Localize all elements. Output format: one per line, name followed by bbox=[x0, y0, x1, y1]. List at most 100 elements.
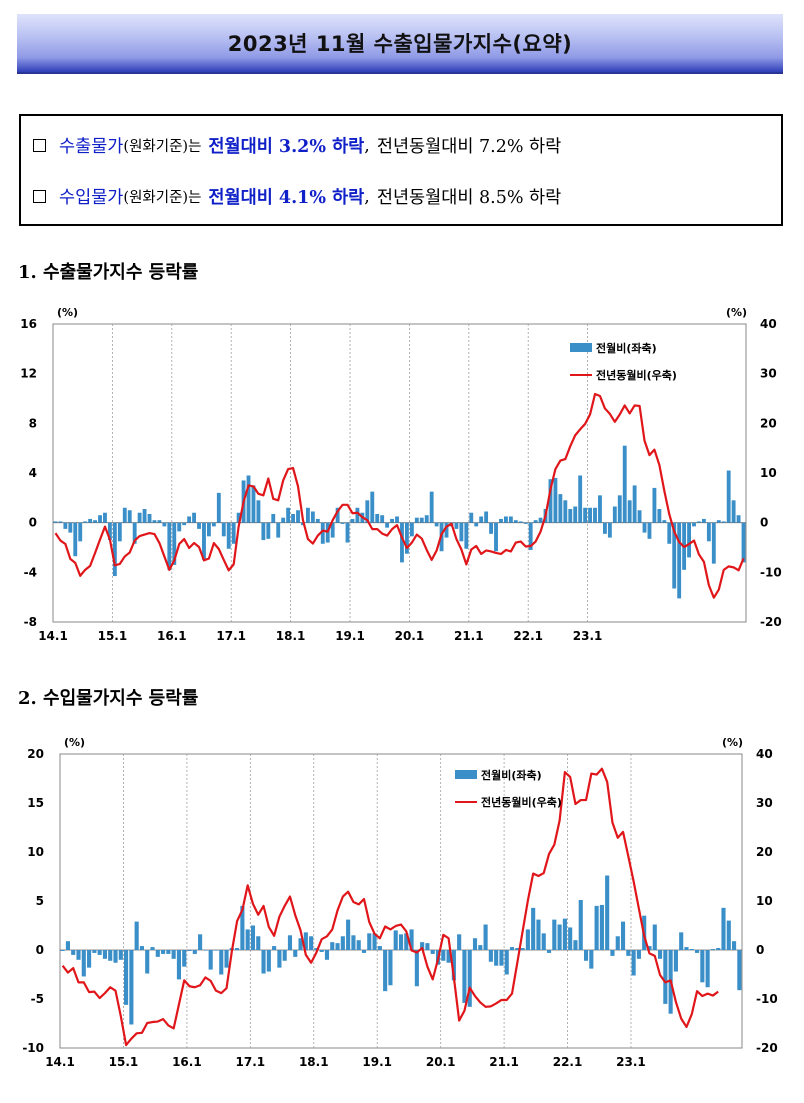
left-axis-tick: -5 bbox=[31, 992, 44, 1006]
right-axis-tick: -10 bbox=[760, 565, 782, 579]
mom-bar bbox=[612, 506, 617, 523]
mom-bar bbox=[203, 950, 208, 951]
mom-bar bbox=[692, 522, 696, 527]
mom-bar bbox=[589, 950, 594, 969]
left-axis-tick: 0 bbox=[36, 943, 44, 957]
mom-bar bbox=[315, 518, 320, 523]
mom-bar bbox=[409, 522, 414, 537]
mom-bar bbox=[152, 520, 157, 523]
mom-bar bbox=[58, 521, 63, 523]
mom-bar bbox=[697, 521, 701, 523]
mom-bar bbox=[557, 924, 562, 950]
mom-bar bbox=[271, 513, 276, 523]
mom-bar bbox=[177, 522, 182, 532]
mom-bar bbox=[583, 507, 588, 523]
mom-bar bbox=[127, 510, 132, 523]
mom-bar bbox=[562, 918, 567, 950]
mom-bar bbox=[310, 511, 315, 523]
mom-bar bbox=[117, 522, 122, 542]
mom-bar bbox=[150, 947, 155, 950]
mom-bar bbox=[484, 511, 489, 523]
mom-bar bbox=[598, 495, 602, 523]
mom-bar bbox=[531, 907, 536, 950]
mom-bar bbox=[430, 950, 435, 954]
mom-bar bbox=[631, 950, 636, 976]
mom-bar bbox=[419, 517, 424, 523]
mom-bar bbox=[390, 518, 394, 523]
legend-bar-swatch bbox=[455, 770, 477, 779]
mom-bar bbox=[118, 950, 123, 960]
mom-bar bbox=[627, 500, 632, 523]
right-axis-tick: 0 bbox=[756, 943, 764, 957]
mom-bar bbox=[446, 950, 451, 963]
x-tick-label: 16.1 bbox=[157, 629, 187, 643]
mom-bar bbox=[622, 445, 627, 523]
mom-bar bbox=[112, 522, 117, 577]
mom-bar bbox=[356, 940, 361, 950]
mom-bar bbox=[83, 521, 88, 523]
mom-bar bbox=[305, 507, 310, 523]
mom-bar bbox=[219, 950, 224, 975]
mom-bar bbox=[700, 950, 705, 983]
mom-bar bbox=[552, 919, 557, 950]
mom-bar bbox=[687, 522, 691, 558]
mom-bar bbox=[197, 522, 201, 529]
mom-bar bbox=[142, 509, 147, 523]
yoy-change: 전년동월대비 7.2% 하락 bbox=[376, 137, 562, 157]
mom-bar bbox=[711, 522, 716, 564]
mom-bar bbox=[276, 522, 281, 538]
mom-bar bbox=[588, 507, 592, 523]
mom-bar bbox=[504, 950, 509, 975]
comma: , bbox=[364, 186, 370, 207]
left-axis-unit: (%) bbox=[57, 306, 78, 319]
mom-bar bbox=[726, 920, 731, 950]
right-axis-tick: 10 bbox=[756, 894, 773, 908]
left-axis-tick: 4 bbox=[29, 466, 37, 480]
mom-bar bbox=[256, 500, 261, 523]
mom-bar bbox=[457, 934, 462, 950]
mom-bar bbox=[250, 925, 256, 950]
mom-bar bbox=[103, 512, 107, 523]
mom-bar bbox=[281, 517, 286, 523]
import-price-chart: 14.1 15.1 16.1 17.1 18.1 19.1 20.1 21.1 22.1 23.1… bbox=[22, 736, 777, 1069]
mom-bar bbox=[73, 522, 78, 557]
square-bullet-icon: □ bbox=[33, 139, 46, 152]
x-tick-label: 19.1 bbox=[362, 1055, 392, 1069]
mom-bar bbox=[429, 491, 434, 523]
mom-bar bbox=[716, 948, 721, 950]
mom-bar bbox=[636, 950, 641, 959]
mom-bar bbox=[81, 950, 86, 977]
x-tick-label: 16.1 bbox=[172, 1055, 202, 1069]
mom-bar bbox=[478, 945, 483, 950]
mom-bar bbox=[122, 507, 127, 523]
mom-bar bbox=[605, 875, 610, 950]
mom-bar bbox=[632, 485, 637, 523]
mom-bar bbox=[383, 950, 388, 992]
mom-bar bbox=[65, 941, 70, 950]
mom-bar bbox=[583, 950, 589, 961]
x-tick-label: 19.1 bbox=[335, 629, 365, 643]
mom-bar bbox=[277, 950, 282, 968]
mom-bar bbox=[314, 948, 319, 950]
mom-bar bbox=[235, 948, 240, 950]
mom-bar bbox=[741, 522, 746, 563]
x-tick-label: 21.1 bbox=[489, 1055, 519, 1069]
legend-label-yoy: 전년동월비(우축) bbox=[481, 795, 562, 809]
mom-bar bbox=[385, 522, 390, 528]
mom-bar bbox=[610, 950, 615, 956]
mom-bar bbox=[224, 950, 229, 968]
mom-bar bbox=[483, 924, 488, 950]
legend-label-mom: 전월비(좌축) bbox=[596, 341, 657, 355]
mom-bar bbox=[518, 521, 523, 523]
mom-bar bbox=[731, 500, 736, 523]
mom-bar bbox=[291, 513, 295, 523]
x-tick-label: 23.1 bbox=[616, 1055, 646, 1069]
mom-bar bbox=[409, 929, 414, 950]
mom-bar bbox=[593, 507, 597, 523]
mom-bar bbox=[558, 494, 563, 523]
right-axis-tick: 0 bbox=[760, 516, 768, 530]
mom-bar bbox=[330, 522, 335, 538]
mom-bar bbox=[320, 522, 325, 544]
mom-bar bbox=[187, 950, 192, 951]
mom-bar bbox=[652, 924, 657, 950]
